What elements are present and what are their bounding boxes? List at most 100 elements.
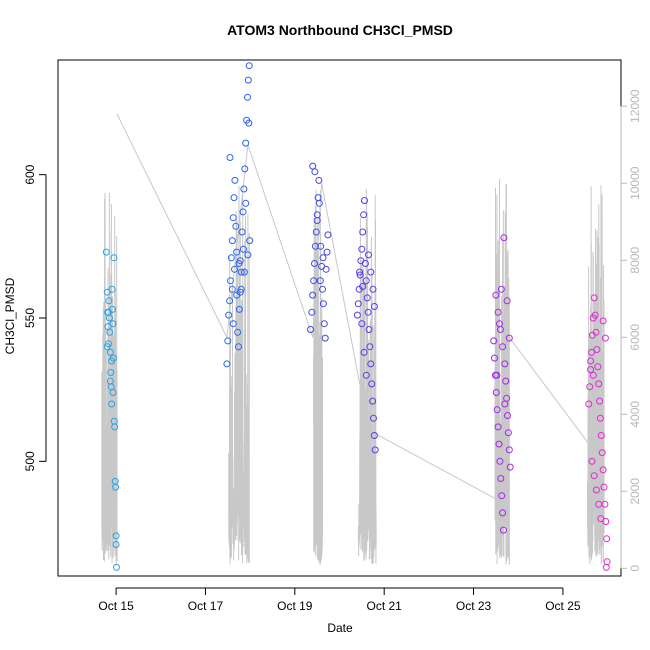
secondary-y-tick-label: 4000	[628, 401, 642, 428]
data-point	[237, 285, 245, 293]
data-point	[361, 197, 368, 204]
data-point	[595, 500, 603, 508]
data-point	[587, 357, 595, 365]
data-point	[246, 237, 254, 245]
data-point	[233, 291, 241, 299]
data-point	[323, 248, 331, 256]
data-point	[233, 248, 241, 256]
y-axis-label: CH3Cl_PMSD	[3, 277, 17, 354]
data-point	[112, 541, 120, 548]
data-point	[113, 563, 120, 571]
data-point	[370, 414, 377, 422]
data-point	[367, 360, 375, 368]
data-point	[588, 348, 595, 356]
data-point	[311, 242, 319, 250]
y-tick-label: 500	[23, 451, 37, 471]
data-point	[241, 165, 249, 173]
data-point	[315, 176, 323, 184]
data-point	[491, 354, 498, 362]
data-point	[490, 337, 498, 345]
data-point	[366, 343, 374, 351]
data-point	[497, 475, 505, 482]
data-point	[240, 185, 248, 193]
secondary-y-tick-label: 12000	[628, 89, 642, 123]
data-point	[321, 334, 329, 342]
data-point	[317, 242, 325, 250]
data-point	[505, 446, 513, 454]
data-point	[311, 260, 318, 267]
x-tick-label: Oct 15	[98, 599, 134, 613]
data-point	[231, 265, 238, 273]
data-point	[596, 414, 604, 422]
data-point	[493, 406, 501, 414]
data-point	[244, 76, 252, 84]
data-point	[310, 277, 318, 285]
x-tick-label: Oct 17	[188, 599, 224, 613]
data-point	[587, 366, 595, 374]
data-point	[599, 466, 607, 474]
data-point	[108, 357, 116, 365]
data-point	[368, 380, 376, 388]
data-point	[603, 535, 611, 543]
data-point	[596, 397, 604, 405]
data-point	[501, 360, 509, 368]
data-point	[590, 472, 598, 480]
data-point	[364, 308, 372, 316]
data-point	[360, 211, 368, 219]
x-axis-label: Date	[327, 621, 353, 635]
secondary-y-tick-label: 6000	[628, 324, 642, 351]
data-point	[320, 320, 328, 328]
data-point	[588, 457, 596, 465]
data-point	[225, 311, 233, 319]
data-point	[600, 483, 608, 491]
data-point	[239, 208, 247, 216]
data-point	[592, 328, 600, 336]
data-point	[498, 492, 506, 500]
data-point	[316, 277, 324, 285]
data-point	[223, 360, 231, 368]
chart-title: ATOM3 Northbound CH3Cl_PMSD	[227, 22, 453, 38]
data-point	[359, 228, 367, 236]
data-point	[238, 228, 246, 236]
data-point	[369, 397, 377, 405]
data-point	[586, 383, 594, 391]
x-tick-label: Oct 21	[367, 599, 403, 613]
x-tick-label: Oct 19	[277, 599, 313, 613]
data-point	[112, 483, 120, 491]
data-point	[245, 119, 253, 127]
altitude-segment-5	[494, 178, 510, 565]
data-point	[105, 308, 112, 316]
data-point	[495, 440, 503, 448]
data-point	[106, 348, 114, 356]
data-point	[499, 343, 507, 351]
data-point	[112, 532, 120, 540]
data-point	[226, 154, 234, 161]
data-point	[363, 294, 371, 302]
altitude-connector-line	[116, 113, 591, 500]
y-tick-label: 550	[23, 308, 37, 328]
altitude-segment-2	[228, 185, 250, 565]
data-point	[245, 62, 253, 70]
data-point	[106, 377, 114, 385]
data-point	[354, 300, 362, 308]
data-point	[505, 334, 513, 342]
data-point	[232, 222, 240, 230]
altitude-segment-4	[357, 188, 377, 565]
data-point	[497, 285, 505, 293]
data-point	[244, 251, 252, 259]
data-point	[494, 308, 502, 316]
data-point	[365, 251, 372, 259]
data-point	[102, 248, 110, 256]
secondary-y-tick-label: 10000	[628, 166, 642, 200]
data-point	[228, 285, 236, 293]
data-point	[492, 291, 500, 299]
data-point	[603, 558, 611, 566]
altitude-segment-3	[313, 190, 324, 565]
data-point	[367, 268, 375, 276]
data-point	[501, 400, 509, 408]
data-point	[311, 168, 319, 176]
data-point	[237, 268, 245, 276]
data-point	[589, 371, 597, 379]
data-point	[103, 343, 111, 351]
data-point	[595, 380, 603, 388]
